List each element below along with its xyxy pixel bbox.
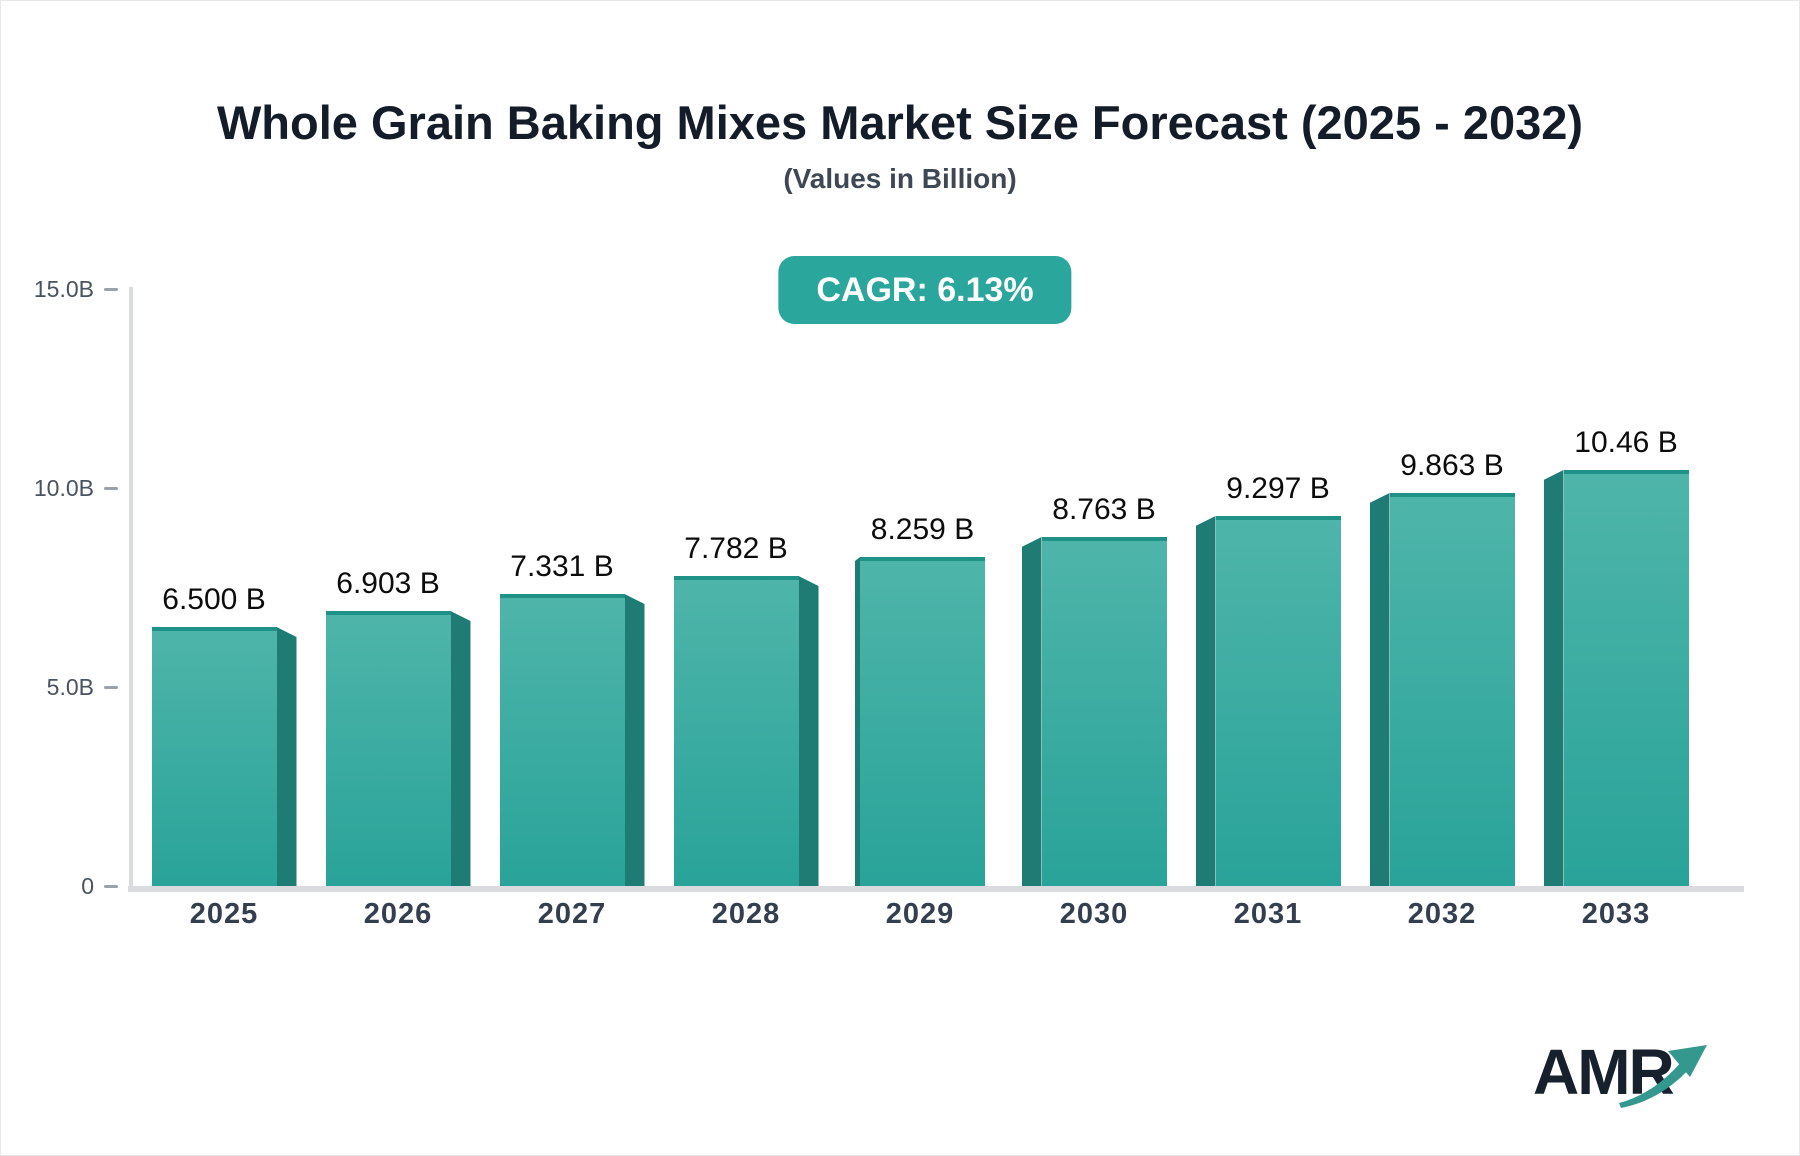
bar-3d-side-2030: [1021, 537, 1042, 886]
x-axis-baseline: [128, 886, 1744, 892]
y-axis-tick-label: 15.0B: [33, 276, 94, 302]
bar-3d-side-2028: [798, 576, 819, 886]
x-axis-label-2031: 2031: [1233, 898, 1303, 930]
x-axis-label-2033: 2033: [1581, 898, 1651, 930]
bar-value-label-2031: 9.297 B: [1226, 472, 1330, 505]
bar-value-label-2033: 10.46 B: [1574, 426, 1678, 459]
y-axis-tick-mark: [104, 487, 118, 490]
x-axis-label-2032: 2032: [1407, 898, 1477, 930]
bar-value-label-2030: 8.763 B: [1052, 493, 1156, 526]
bar-group-2031: [1195, 516, 1341, 886]
x-axis-label-2025: 2025: [189, 898, 259, 930]
bar-2027[interactable]: [499, 594, 625, 886]
x-axis-label-2028: 2028: [711, 898, 781, 930]
chart-subtitle: (Values in Billion): [783, 163, 1017, 194]
x-axis-label-2027: 2027: [537, 898, 607, 930]
bar-group-2028: [673, 576, 819, 886]
bar-group-2030: [1021, 537, 1167, 886]
bar-3d-side-2031: [1195, 516, 1216, 886]
y-axis-tick-label: 5.0B: [46, 674, 94, 700]
bar-2026[interactable]: [325, 611, 451, 886]
bar-group-2025: [151, 627, 297, 886]
y-axis-tick-label: 0: [81, 873, 94, 899]
bar-group-2033: [1543, 470, 1689, 886]
bar-2031[interactable]: [1215, 516, 1341, 886]
bar-group-2027: [499, 594, 645, 886]
x-axis-label-2030: 2030: [1059, 898, 1129, 930]
bar-3d-side-2027: [624, 594, 645, 886]
bar-value-label-2027: 7.331 B: [510, 550, 614, 583]
cagr-badge: CAGR: 6.13%: [778, 256, 1072, 324]
bar-2029[interactable]: [860, 557, 985, 886]
growth-arrow-icon: [1619, 1045, 1707, 1108]
bar-value-label-2029: 8.259 B: [870, 513, 975, 546]
bar-group-2032: [1369, 493, 1515, 886]
bar-group-2029: [855, 557, 985, 886]
x-axis-label-2029: 2029: [885, 898, 955, 930]
bar-value-label-2026: 6.903 B: [336, 567, 440, 600]
bar-value-label-2025: 6.500 B: [162, 583, 266, 616]
chart-title: Whole Grain Baking Mixes Market Size For…: [216, 96, 1584, 149]
cagr-badge-label: CAGR: 6.13%: [816, 271, 1034, 309]
bar-2032[interactable]: [1389, 493, 1515, 886]
bar-3d-side-2032: [1369, 493, 1390, 886]
y-axis-tick-mark: [104, 288, 118, 291]
x-axis-label-2026: 2026: [363, 898, 433, 930]
y-axis-line: [129, 287, 133, 892]
bar-2033[interactable]: [1563, 470, 1689, 886]
y-axis-tick-mark: [104, 686, 118, 689]
y-axis-tick-label: 10.0B: [33, 475, 94, 501]
bar-3d-side-2033: [1543, 470, 1564, 886]
bar-3d-side-2025: [276, 627, 297, 886]
y-axis-tick-mark: [104, 885, 118, 888]
bar-3d-side-2029: [855, 557, 860, 886]
bar-value-label-2032: 9.863 B: [1400, 449, 1504, 482]
bar-value-label-2028: 7.782 B: [684, 532, 788, 565]
bar-group-2026: [325, 611, 471, 886]
amr-logo: AMR: [1529, 1031, 1729, 1121]
bar-2025[interactable]: [151, 627, 277, 886]
bar-2028[interactable]: [673, 576, 799, 886]
bar-3d-side-2026: [450, 611, 471, 886]
bar-2030[interactable]: [1041, 537, 1167, 886]
